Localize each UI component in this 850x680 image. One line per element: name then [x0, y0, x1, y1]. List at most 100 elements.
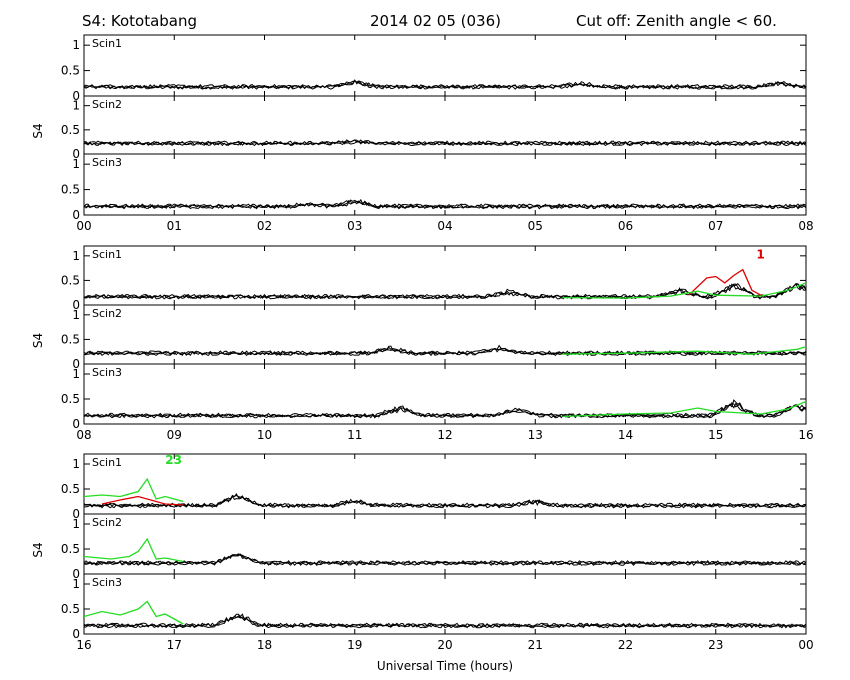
x-tick-label: 08 — [76, 428, 91, 442]
panel-label: Scin2 — [92, 516, 122, 529]
y-tick-label: 1 — [72, 517, 80, 531]
panel-label: Scin1 — [92, 456, 122, 469]
x-tick-label: 16 — [76, 638, 91, 652]
y-tick-label: 1 — [72, 99, 80, 113]
series-line-black — [83, 615, 807, 628]
series-line-black — [83, 494, 807, 508]
x-tick-label: 14 — [618, 428, 633, 442]
series-line-black — [83, 492, 806, 507]
y-tick-label: 1 — [72, 577, 80, 591]
y-tick-label: 0 — [72, 417, 80, 431]
series-line-green — [562, 282, 807, 299]
x-tick-label: 21 — [528, 638, 543, 652]
series-line-black — [83, 139, 807, 146]
series-line-green — [83, 477, 184, 503]
panel-group-2: 0 0.5 1 Scin1 23 0 0.5 1 Scin2 S4 0 0.5 1 Scin3 16 17 18… — [31, 453, 814, 652]
series-line-red — [101, 495, 184, 506]
y-tick-label: 0 — [72, 507, 80, 521]
y-tick-label: 0.5 — [61, 183, 80, 197]
y-axis-label: S4 — [31, 333, 45, 348]
panel-label: Scin3 — [92, 366, 122, 379]
y-tick-label: 0 — [72, 89, 80, 103]
panel-1-2: 0 0.5 1 Scin3 — [61, 363, 807, 431]
date-label: 2014 02 05 (036) — [370, 12, 501, 30]
x-tick-label: 15 — [708, 428, 723, 442]
y-tick-label: 0 — [72, 567, 80, 581]
x-tick-label: 18 — [257, 638, 272, 652]
panel-group-0: 0 0.5 1 Scin1 0 0.5 1 Scin2 S4 0 0.5 1 Scin3 00 01 02 03… — [31, 34, 814, 233]
x-tick-label: 17 — [167, 638, 182, 652]
y-tick-label: 0.5 — [61, 64, 80, 78]
y-tick-label: 0 — [72, 208, 80, 222]
x-tick-label: 19 — [347, 638, 362, 652]
panel-0-1: 0 0.5 1 Scin2 S4 — [31, 95, 807, 161]
series-line-green — [562, 346, 807, 355]
y-tick-label: 0.5 — [61, 332, 80, 346]
x-tick-label: 00 — [76, 219, 91, 233]
figure-header: S4: Kototabang 2014 02 05 (036) Cut off:… — [82, 12, 777, 30]
y-axis-label: S4 — [31, 542, 45, 557]
panel-1-1: 0 0.5 1 Scin2 S4 — [31, 304, 807, 371]
y-tick-label: 0.5 — [61, 392, 80, 406]
satellite-annotation: 1 — [756, 247, 764, 261]
series-line-black — [83, 283, 807, 299]
panel-2-1: 0 0.5 1 Scin2 S4 — [31, 513, 807, 581]
y-tick-label: 1 — [72, 249, 80, 263]
series-line-black — [83, 200, 807, 209]
panel-label: Scin2 — [92, 98, 122, 111]
series-line-black — [83, 613, 807, 627]
x-tick-label: 23 — [708, 638, 723, 652]
series-line-black — [83, 282, 807, 299]
cutoff-label: Cut off: Zenith angle < 60. — [576, 12, 777, 30]
x-tick-label: 08 — [798, 219, 813, 233]
panel-0-2: 0 0.5 1 Scin3 — [61, 153, 807, 222]
station-title: S4: Kototabang — [82, 12, 197, 30]
series-line-black — [83, 198, 807, 208]
x-tick-label: 01 — [167, 219, 182, 233]
panel-label: Scin1 — [92, 248, 122, 261]
y-tick-label: 0 — [72, 627, 80, 641]
panel-1-0: 0 0.5 1 Scin1 1 — [61, 245, 807, 312]
y-tick-label: 0.5 — [61, 602, 80, 616]
x-tick-label: 05 — [528, 219, 543, 233]
series-line-black — [83, 139, 807, 145]
panel-label: Scin3 — [92, 576, 122, 589]
series-line-black — [83, 553, 807, 565]
x-tick-label: 10 — [257, 428, 272, 442]
y-axis-label: S4 — [31, 123, 45, 138]
y-tick-label: 1 — [72, 367, 80, 381]
x-tick-label: 04 — [437, 219, 452, 233]
series-line-black — [83, 80, 807, 89]
y-tick-label: 0 — [72, 298, 80, 312]
x-tick-label: 03 — [347, 219, 362, 233]
series-line-black — [83, 495, 807, 509]
series-line-black — [83, 347, 807, 356]
panel-2-0: 0 0.5 1 Scin1 23 — [61, 453, 807, 521]
series-line-black — [83, 554, 807, 566]
panel-label: Scin3 — [92, 156, 122, 169]
y-tick-label: 0 — [72, 147, 80, 161]
panel-label: Scin1 — [92, 37, 122, 50]
y-tick-label: 0.5 — [61, 123, 80, 137]
y-tick-label: 0.5 — [61, 273, 80, 287]
y-tick-label: 0 — [72, 357, 80, 371]
satellite-annotation: 23 — [165, 453, 182, 467]
x-tick-label: 16 — [798, 428, 813, 442]
panel-label: Scin2 — [92, 307, 122, 320]
x-tick-label: 22 — [618, 638, 633, 652]
x-tick-label: 07 — [708, 219, 723, 233]
x-tick-label: 09 — [167, 428, 182, 442]
series-line-green — [562, 400, 807, 418]
series-line-black — [83, 79, 807, 90]
y-tick-label: 1 — [72, 157, 80, 171]
x-tick-label: 06 — [618, 219, 633, 233]
series-line-red — [688, 268, 762, 296]
x-tick-label: 02 — [257, 219, 272, 233]
x-tick-label: 12 — [437, 428, 452, 442]
panel-2-2: 0 0.5 1 Scin3 — [61, 573, 807, 641]
x-tick-label: 20 — [437, 638, 452, 652]
y-tick-label: 1 — [72, 308, 80, 322]
